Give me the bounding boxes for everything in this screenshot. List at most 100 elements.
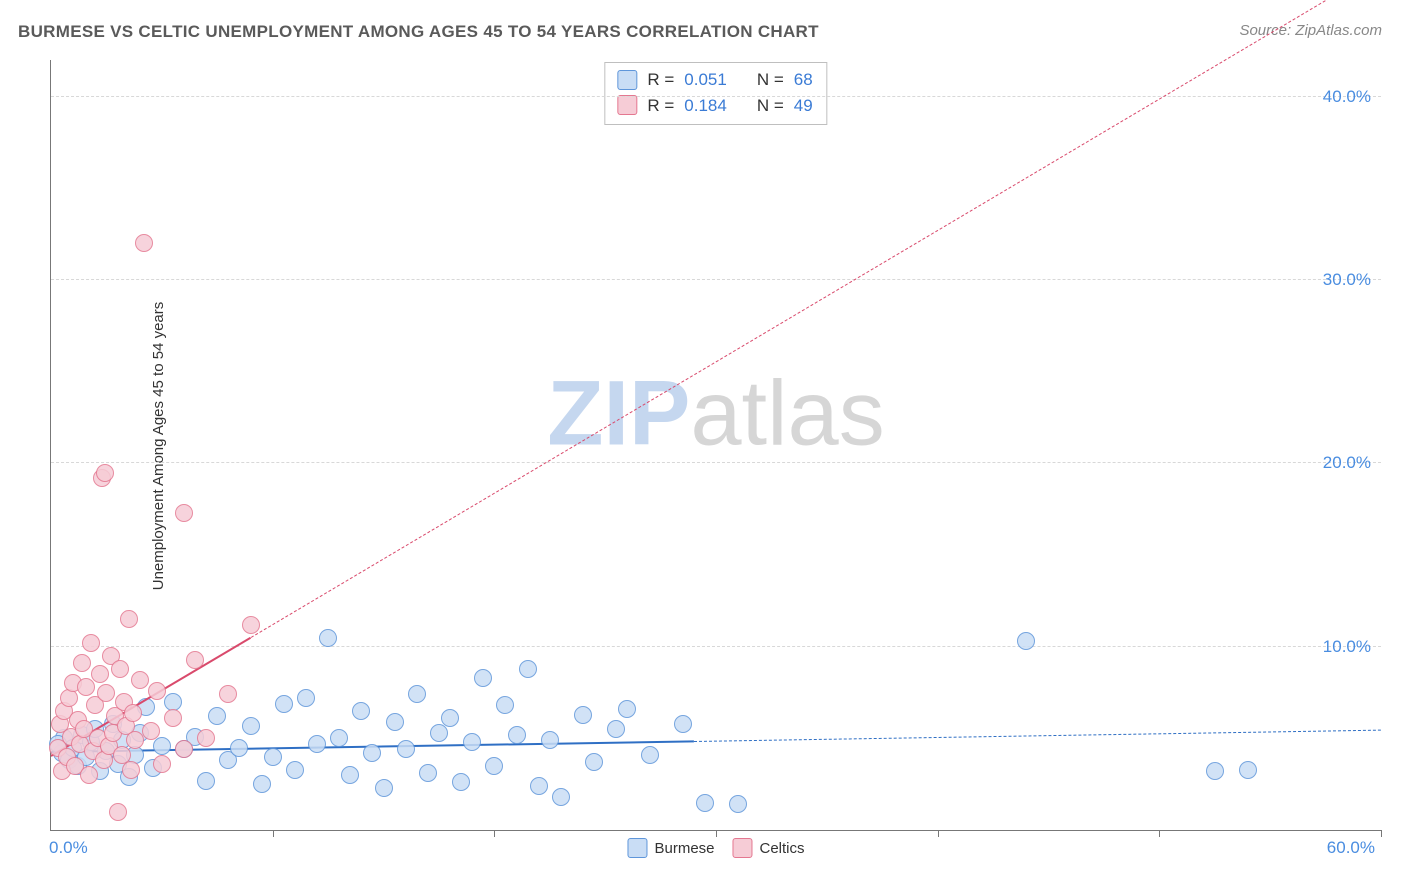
series-legend: Burmese Celtics (627, 838, 804, 858)
stats-legend-box: R =0.051N =68R =0.184N =49 (604, 62, 827, 125)
data-point (519, 660, 537, 678)
data-point (142, 722, 160, 740)
data-point (153, 737, 171, 755)
trend-line-extrapolated (694, 730, 1381, 742)
data-point (264, 748, 282, 766)
data-point (230, 739, 248, 757)
r-label: R = (647, 67, 674, 93)
data-point (1017, 632, 1035, 650)
data-point (430, 724, 448, 742)
x-tick (1381, 830, 1382, 837)
data-point (297, 689, 315, 707)
gridline (51, 96, 1381, 97)
data-point (135, 234, 153, 252)
data-point (485, 757, 503, 775)
data-point (574, 706, 592, 724)
data-point (474, 669, 492, 687)
gridline (51, 646, 1381, 647)
data-point (363, 744, 381, 762)
x-tick (716, 830, 717, 837)
x-tick-label: 0.0% (49, 838, 88, 858)
legend-swatch (617, 95, 637, 115)
legend-label: Celtics (760, 840, 805, 857)
legend-item: Burmese (627, 838, 714, 858)
data-point (352, 702, 370, 720)
data-point (219, 685, 237, 703)
y-tick-label: 20.0% (1323, 453, 1371, 473)
data-point (131, 671, 149, 689)
data-point (91, 665, 109, 683)
data-point (208, 707, 226, 725)
n-label: N = (757, 67, 784, 93)
data-point (175, 740, 193, 758)
data-point (585, 753, 603, 771)
data-point (197, 772, 215, 790)
data-point (286, 761, 304, 779)
data-point (153, 755, 171, 773)
data-point (80, 766, 98, 784)
data-point (242, 616, 260, 634)
data-point (175, 504, 193, 522)
data-point (419, 764, 437, 782)
data-point (120, 610, 138, 628)
y-tick-label: 30.0% (1323, 270, 1371, 290)
legend-item: Celtics (733, 838, 805, 858)
data-point (82, 634, 100, 652)
data-point (197, 729, 215, 747)
y-tick-label: 40.0% (1323, 87, 1371, 107)
y-tick-label: 10.0% (1323, 637, 1371, 657)
data-point (552, 788, 570, 806)
data-point (242, 717, 260, 735)
data-point (164, 693, 182, 711)
data-point (73, 654, 91, 672)
data-point (124, 704, 142, 722)
data-point (186, 651, 204, 669)
watermark-atlas: atlas (690, 363, 884, 465)
data-point (148, 682, 166, 700)
gridline (51, 279, 1381, 280)
x-tick (494, 830, 495, 837)
data-point (541, 731, 559, 749)
data-point (729, 795, 747, 813)
data-point (1239, 761, 1257, 779)
legend-swatch (627, 838, 647, 858)
n-value: 68 (794, 67, 813, 93)
data-point (341, 766, 359, 784)
data-point (674, 715, 692, 733)
data-point (386, 713, 404, 731)
chart-title: BURMESE VS CELTIC UNEMPLOYMENT AMONG AGE… (18, 22, 819, 42)
data-point (618, 700, 636, 718)
data-point (441, 709, 459, 727)
data-point (1206, 762, 1224, 780)
data-point (508, 726, 526, 744)
data-point (375, 779, 393, 797)
data-point (319, 629, 337, 647)
gridline (51, 462, 1381, 463)
legend-swatch (617, 70, 637, 90)
x-tick (938, 830, 939, 837)
stats-row: R = 0.051 N = 68 (617, 67, 812, 93)
data-point (452, 773, 470, 791)
r-value: 0.051 (684, 67, 727, 93)
data-point (253, 775, 271, 793)
data-point (463, 733, 481, 751)
data-point (696, 794, 714, 812)
data-point (408, 685, 426, 703)
source-label: Source: ZipAtlas.com (1239, 22, 1382, 39)
legend-label: Burmese (654, 840, 714, 857)
data-point (530, 777, 548, 795)
data-point (97, 684, 115, 702)
data-point (164, 709, 182, 727)
data-point (111, 660, 129, 678)
legend-swatch (733, 838, 753, 858)
watermark: ZIPatlas (547, 362, 884, 467)
data-point (109, 803, 127, 821)
data-point (122, 761, 140, 779)
data-point (275, 695, 293, 713)
data-point (397, 740, 415, 758)
scatter-plot: ZIPatlas R =0.051N =68R =0.184N =49 Burm… (50, 60, 1381, 831)
data-point (96, 464, 114, 482)
x-tick (273, 830, 274, 837)
data-point (496, 696, 514, 714)
data-point (607, 720, 625, 738)
